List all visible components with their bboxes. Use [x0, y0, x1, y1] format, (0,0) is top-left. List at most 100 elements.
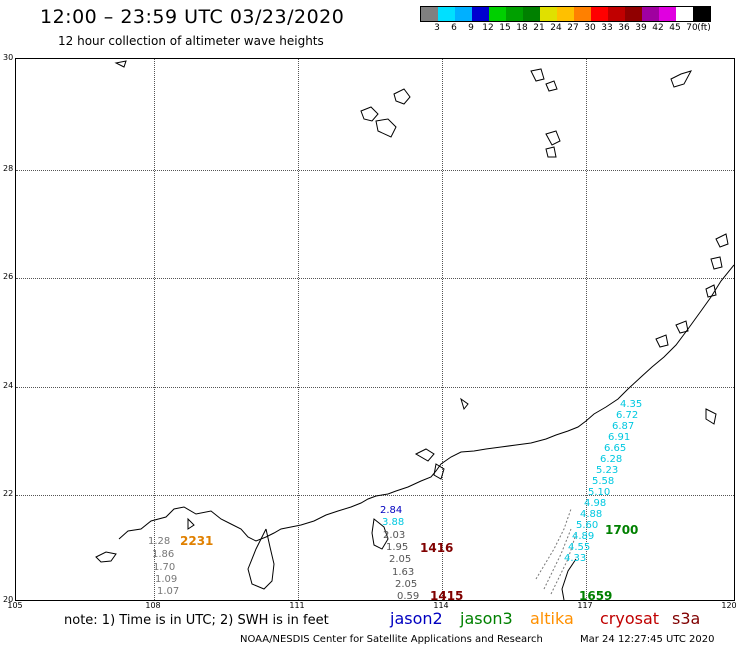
swh-value: 3.88 [382, 517, 405, 528]
color-swatch [693, 7, 710, 21]
grid-line-lon [298, 59, 299, 600]
color-tick-label: 21 [533, 23, 545, 33]
color-tick-label: 42 [652, 23, 664, 33]
color-tick-label: 9 [468, 23, 474, 33]
legend-cryosat: cryosat [600, 609, 660, 628]
color-legend-ticks: 3 6 9 12 15 18 21 24 27 30 33 36 39 42 45 70 (ft) [420, 23, 740, 35]
color-tick-label: 24 [550, 23, 562, 33]
color-swatch [625, 7, 642, 21]
color-swatch [489, 7, 506, 21]
color-swatch [472, 7, 489, 21]
grid-line-lat [16, 278, 734, 279]
lat-label: 24 [3, 381, 14, 390]
swh-value: 1.07 [157, 586, 180, 597]
lat-label: 20 [3, 595, 14, 604]
track-label-altika: 2231 [180, 534, 214, 548]
map-frame: 30 28 26 24 22 20 1.28 1.86 1.70 1.09 1.… [3, 53, 735, 604]
legend-altika: altika [530, 609, 574, 628]
swh-value: 2.84 [380, 505, 403, 516]
swh-value: 4.55 [568, 542, 591, 553]
color-swatch [659, 7, 676, 21]
swh-value: 4.98 [584, 498, 607, 509]
lat-label: 28 [3, 164, 14, 173]
swh-value: 5.60 [576, 520, 599, 531]
color-swatch [523, 7, 540, 21]
lon-label: 120 [721, 601, 737, 610]
color-tick-label: 70 [686, 23, 698, 33]
color-tick-label: 33 [601, 23, 613, 33]
swh-value: 5.58 [592, 476, 615, 487]
swh-value: 4.88 [580, 509, 603, 520]
swh-value: 1.09 [155, 574, 178, 585]
swh-value: 0.59 [397, 591, 420, 602]
swh-value: 1.28 [148, 536, 171, 547]
track-label-jason3: 1700 [605, 523, 639, 537]
color-tick-label: 18 [516, 23, 528, 33]
map-subtitle: 12 hour collection of altimeter wave hei… [58, 34, 324, 48]
swh-value: 6.87 [612, 421, 635, 432]
units-note: note: 1) Time is in UTC; 2) SWH is in fe… [64, 613, 329, 628]
legend-jason3: jason3 [460, 609, 513, 628]
grid-line-lat [16, 387, 734, 388]
generated-timestamp: Mar 24 12:27:45 UTC 2020 [580, 634, 715, 645]
lat-label: 26 [3, 272, 14, 281]
color-tick-label: 15 [499, 23, 511, 33]
swh-value: 1.63 [392, 567, 415, 578]
swh-value: 4.89 [572, 531, 595, 542]
color-swatch [591, 7, 608, 21]
lon-label: 117 [577, 601, 593, 610]
swh-value: 2.05 [389, 554, 412, 565]
swh-value: 1.86 [152, 549, 175, 560]
swh-value: 6.28 [600, 454, 623, 465]
swh-value: 2.03 [383, 530, 406, 541]
grid-line-lat [16, 170, 734, 171]
color-unit-label: (ft) [697, 23, 711, 33]
swh-value: 6.65 [604, 443, 627, 454]
color-swatch [540, 7, 557, 21]
lat-label: 30 [3, 53, 14, 62]
track-label-s3a: 1416 [420, 541, 454, 555]
swh-value: 6.91 [608, 432, 631, 443]
color-tick-label: 27 [567, 23, 579, 33]
lon-label: 108 [145, 601, 161, 610]
lon-label: 105 [7, 601, 23, 610]
swh-color-legend [420, 6, 711, 22]
color-swatch [455, 7, 472, 21]
grid-line-lat [16, 495, 734, 496]
map-title: 12:00 – 23:59 UTC 03/23/2020 [40, 6, 345, 28]
swh-value: 6.72 [616, 410, 639, 421]
grid-line-lon [154, 59, 155, 600]
swh-value: 1.70 [153, 562, 176, 573]
grid-line-lon [442, 59, 443, 600]
swh-value: 5.10 [588, 487, 611, 498]
color-swatch [438, 7, 455, 21]
swh-value: 4.33 [564, 553, 587, 564]
color-tick-label: 12 [482, 23, 494, 33]
grid-line-lon [586, 59, 587, 600]
color-tick-label: 39 [635, 23, 647, 33]
color-swatch [574, 7, 591, 21]
swh-value: 2.05 [395, 579, 418, 590]
color-swatch [421, 7, 438, 21]
legend-jason2: jason2 [390, 609, 443, 628]
track-label-s3a: 1415 [430, 589, 464, 603]
swh-value: 5.23 [596, 465, 619, 476]
track-label-jason3: 1659 [579, 589, 613, 603]
altimeter-tracks [535, 508, 577, 595]
lon-label: 114 [433, 601, 449, 610]
color-swatch [506, 7, 523, 21]
color-swatch [557, 7, 574, 21]
coastline [95, 60, 734, 600]
lat-label: 22 [3, 489, 14, 498]
color-tick-label: 45 [669, 23, 681, 33]
color-tick-label: 6 [451, 23, 457, 33]
legend-s3a: s3a [672, 609, 701, 628]
color-swatch [642, 7, 659, 21]
swh-value: 4.35 [620, 399, 643, 410]
swh-value: 1.95 [386, 542, 409, 553]
color-tick-label: 30 [584, 23, 596, 33]
color-tick-label: 36 [618, 23, 630, 33]
color-swatch [608, 7, 625, 21]
lon-label: 111 [289, 601, 305, 610]
color-tick-label: 3 [434, 23, 440, 33]
